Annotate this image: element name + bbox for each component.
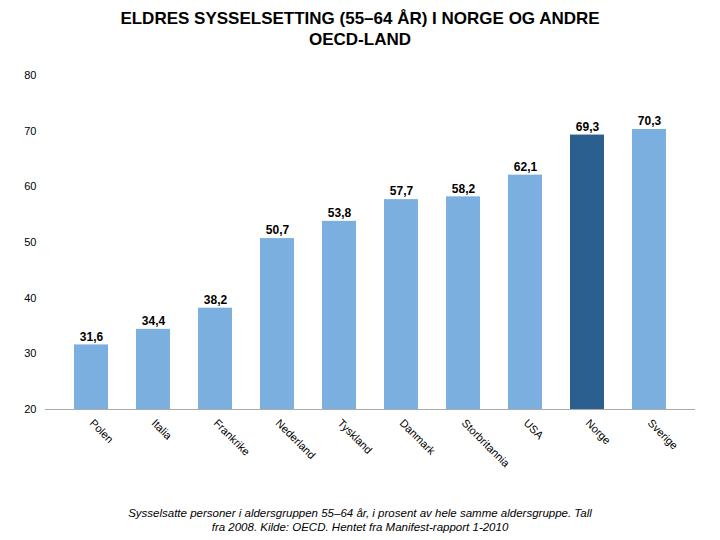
svg-text:34,4: 34,4 <box>142 314 166 328</box>
svg-text:31,6: 31,6 <box>80 329 104 343</box>
svg-text:Tyskland: Tyskland <box>336 416 375 455</box>
svg-text:20: 20 <box>24 403 36 415</box>
svg-text:Sverige: Sverige <box>646 416 681 451</box>
svg-text:50: 50 <box>24 236 36 248</box>
svg-text:50,7: 50,7 <box>266 223 290 237</box>
svg-text:57,7: 57,7 <box>390 184 414 198</box>
svg-text:60: 60 <box>24 180 36 192</box>
html-text:ELDRES SYSSELSETTING (55–64 ÅR: ELDRES SYSSELSETTING (55–64 ÅR) I NORGE … <box>120 9 600 50</box>
svg-text:58,2: 58,2 <box>452 181 476 195</box>
svg-text:53,8: 53,8 <box>328 206 352 220</box>
svg-text:Frankrike: Frankrike <box>212 416 253 457</box>
html-text:Sysselsatte personer i aldersg: Sysselsatte personer i aldersgruppen 55–… <box>128 506 592 534</box>
svg-text:Storbritannia: Storbritannia <box>460 416 513 469</box>
svg-text:Italia: Italia <box>150 416 176 442</box>
svg-text:30: 30 <box>24 347 36 359</box>
svg-text:Norge: Norge <box>584 416 614 446</box>
svg-text:38,2: 38,2 <box>204 293 228 307</box>
svg-text:62,1: 62,1 <box>514 159 538 173</box>
svg-text:70,3: 70,3 <box>638 114 662 128</box>
svg-text:Polen: Polen <box>88 416 116 444</box>
svg-text:Danmark: Danmark <box>398 416 438 456</box>
svg-text:USA: USA <box>522 416 547 441</box>
svg-text:80: 80 <box>24 69 36 81</box>
svg-text:Nederland: Nederland <box>274 416 318 460</box>
svg-text:70: 70 <box>24 124 36 136</box>
svg-text:69,3: 69,3 <box>576 119 600 133</box>
svg-text:40: 40 <box>24 291 36 303</box>
